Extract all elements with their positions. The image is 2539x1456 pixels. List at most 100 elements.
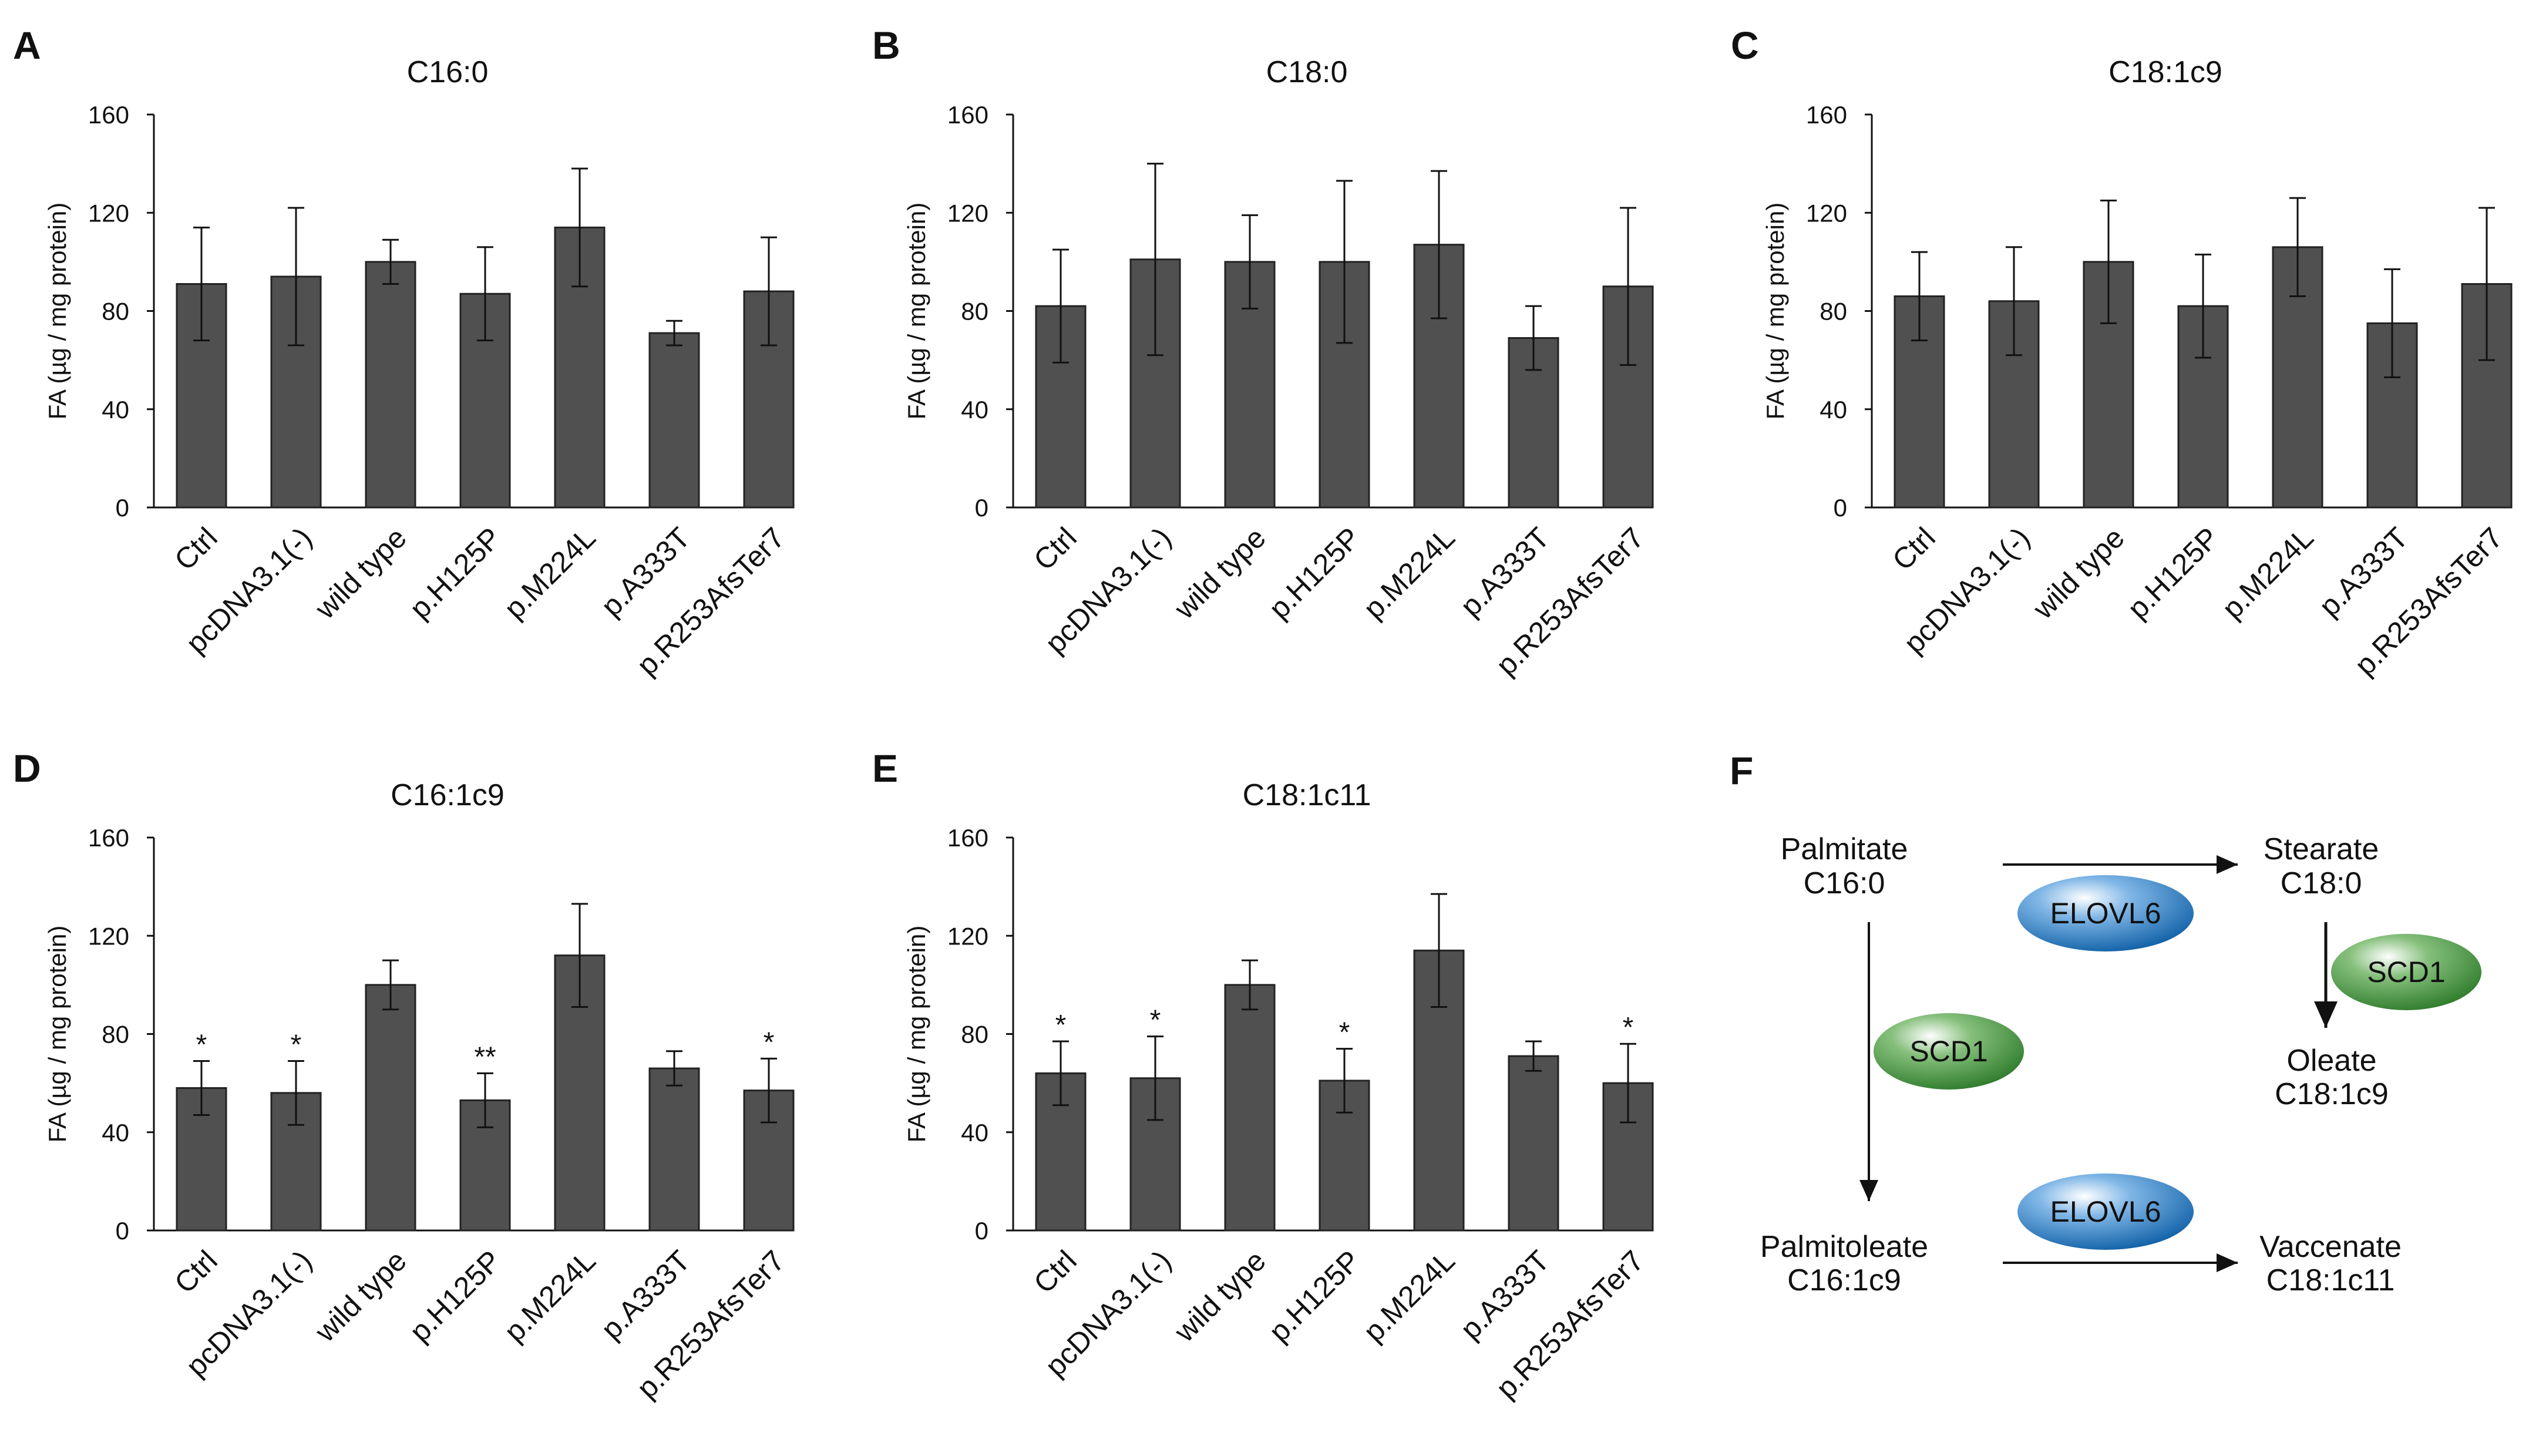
bar [648, 1067, 700, 1232]
y-tick-label: 0 [1834, 494, 1847, 522]
significance-marker: * [1623, 1012, 1634, 1043]
y-tick-label: 160 [947, 101, 988, 129]
y-axis-label-c: FA (µg / mg protein) [1761, 203, 1789, 420]
bar [1508, 1055, 1559, 1232]
y-tick-label: 40 [102, 1119, 129, 1146]
y-tick-label: 40 [102, 396, 129, 423]
bar [2177, 305, 2229, 509]
stearate-name: Stearate [2264, 832, 2379, 866]
category-label: p.H125P [1263, 1244, 1367, 1348]
y-tick-label: 80 [961, 298, 988, 325]
category-label: wild type [1168, 521, 1272, 626]
scd1-label-left: SCD1 [1909, 1035, 1988, 1068]
chart-panel-c: C C18:1c9 FA (µg / mg protein) 0 40 80 120 160 C… [1731, 23, 2513, 682]
y-tick-label: 120 [947, 922, 988, 950]
stearate-code: C18:0 [2281, 866, 2362, 900]
chart-panel-e: E C18:1c11 FA (µg / mg protein) 0 40 80 120 160… [872, 747, 1654, 1405]
chart-panel-d: D C16:1c9 FA (µg / mg protein) 0 40 80 120 160 *… [13, 747, 795, 1405]
panel-letter-f: F [1730, 749, 1753, 792]
panel-letter-e: E [872, 747, 898, 790]
y-tick-label: 160 [88, 101, 129, 129]
panel-letter-d: D [13, 747, 41, 790]
scd1-oval-right: SCD1 [2331, 934, 2481, 1010]
elovl6-oval-bottom-shape [2017, 1173, 2194, 1250]
y-tick-label: 40 [961, 1119, 988, 1146]
oleate-code: C18:1c9 [2275, 1077, 2389, 1111]
vaccenate-name: Vaccenate [2259, 1230, 2402, 1264]
category-label: Ctrl [1027, 521, 1083, 577]
y-tick-label: 160 [947, 824, 988, 852]
elovl6-oval-top-shape [2017, 875, 2194, 951]
elovl6-oval-bottom: ELOVL6 [2017, 1173, 2194, 1250]
category-label: p.M224L [1357, 521, 1461, 625]
category-label: wild type [308, 1244, 413, 1349]
y-tick-label: 80 [961, 1021, 988, 1048]
y-axis-label-e: FA (µg / mg protein) [903, 926, 930, 1143]
bar [365, 261, 416, 509]
y-tick-label: 0 [975, 494, 988, 522]
category-label: p.H125P [2121, 521, 2225, 625]
y-axis-label-b: FA (µg / mg protein) [903, 203, 930, 420]
bar [365, 984, 416, 1232]
y-tick-label: 120 [947, 199, 988, 227]
category-label: p.M224L [498, 521, 602, 625]
category-label: p.H125P [403, 521, 507, 625]
category-label: wild type [2026, 521, 2131, 626]
category-label: Ctrl [168, 521, 224, 577]
y-axis-label-d: FA (µg / mg protein) [43, 926, 71, 1143]
chart-title-b: C18:0 [1266, 55, 1348, 89]
category-label: Ctrl [1027, 1244, 1083, 1300]
panel-letter-c: C [1731, 23, 1759, 67]
elovl6-label-top: ELOVL6 [2050, 897, 2161, 930]
vaccenate-code: C18:1c11 [2266, 1263, 2395, 1297]
scd1-label-right: SCD1 [2367, 956, 2445, 988]
category-label: Ctrl [168, 1244, 224, 1300]
y-tick-label: 0 [116, 1217, 129, 1245]
category-label: wild type [1168, 1244, 1272, 1349]
y-tick-label: 0 [116, 494, 129, 522]
pathway-panel-f: F Palmitate C16:0 Stearate C18:0 Oleate … [1730, 749, 2481, 1297]
y-axis-label-a: FA (µg / mg protein) [43, 203, 71, 420]
category-label: p.H125P [403, 1244, 507, 1348]
y-tick-label: 120 [88, 922, 129, 950]
panel-letter-a: A [13, 23, 41, 67]
significance-marker: * [291, 1029, 302, 1060]
significance-marker: * [1339, 1017, 1350, 1048]
category-label: Ctrl [1886, 521, 1942, 577]
y-tick-label: 120 [1806, 199, 1847, 227]
category-label: p.M224L [498, 1244, 602, 1348]
chart-title-c: C18:1c9 [2108, 55, 2222, 89]
y-tick-label: 40 [961, 396, 988, 423]
chart-title-a: C16:0 [407, 55, 489, 89]
palmitate-code: C16:0 [1804, 866, 1885, 900]
y-tick-label: 80 [102, 1021, 129, 1048]
scd1-oval-left: SCD1 [1874, 1013, 2024, 1090]
category-label: p.M224L [1357, 1244, 1461, 1348]
category-label: p.H125P [1263, 521, 1367, 625]
elovl6-label-bottom: ELOVL6 [2050, 1195, 2161, 1228]
chart-title-e: C18:1c11 [1243, 778, 1371, 812]
bar [648, 332, 700, 509]
chart-title-d: C16:1c9 [391, 778, 505, 812]
category-label: p.M224L [2216, 521, 2320, 625]
y-tick-label: 120 [88, 199, 129, 227]
elovl6-oval-top: ELOVL6 [2017, 875, 2194, 951]
chart-panel-b: B C18:0 FA (µg / mg protein) 0 40 80 120 160 Ctr… [872, 23, 1654, 682]
y-tick-label: 160 [1806, 101, 1847, 129]
panel-letter-b: B [872, 23, 900, 67]
significance-marker: ** [474, 1041, 496, 1072]
significance-marker: * [196, 1029, 207, 1060]
palmitoleate-name: Palmitoleate [1760, 1230, 1928, 1264]
chart-panel-a: A C16:0 FA (µg / mg protein) 0 40 80 120 160 Ctr… [13, 23, 795, 682]
oleate-name: Oleate [2286, 1044, 2376, 1078]
scd1-oval-left-shape [1874, 1013, 2024, 1090]
bar [1224, 984, 1276, 1232]
y-tick-label: 80 [102, 298, 129, 325]
y-tick-label: 80 [1820, 298, 1847, 325]
palmitoleate-code: C16:1c9 [1787, 1263, 1901, 1297]
significance-marker: * [764, 1027, 775, 1058]
y-tick-label: 0 [975, 1217, 988, 1245]
y-tick-label: 160 [88, 824, 129, 852]
y-tick-label: 40 [1820, 396, 1847, 423]
significance-marker: * [1055, 1010, 1067, 1041]
